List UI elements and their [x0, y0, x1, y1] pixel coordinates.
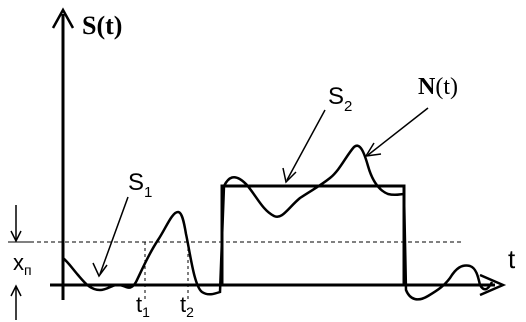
- t2-label: t2: [180, 292, 194, 320]
- noise-waveform: [62, 144, 494, 301]
- x-axis-arrowhead: [479, 273, 507, 297]
- threshold-arrow-top-head: [10, 230, 22, 243]
- y-axis-label: S(t): [82, 11, 122, 40]
- threshold-arrow-bottom-head: [10, 284, 22, 297]
- y-axis-arrowhead: [51, 7, 75, 29]
- s1-pointer-head: [92, 262, 108, 278]
- noise-pointer-head: [364, 142, 382, 157]
- s2-label: S2: [328, 83, 352, 115]
- t1-label: t1: [136, 292, 150, 320]
- threshold-label: xп: [13, 250, 32, 278]
- s1-label: S1: [128, 169, 152, 201]
- noise-label: N(t): [418, 74, 458, 100]
- noise-pointer: [367, 107, 429, 156]
- s2-pointer-head: [282, 167, 297, 184]
- s1-pointer: [99, 196, 129, 275]
- s2-pointer: [286, 109, 326, 181]
- x-axis-label: t: [508, 244, 516, 274]
